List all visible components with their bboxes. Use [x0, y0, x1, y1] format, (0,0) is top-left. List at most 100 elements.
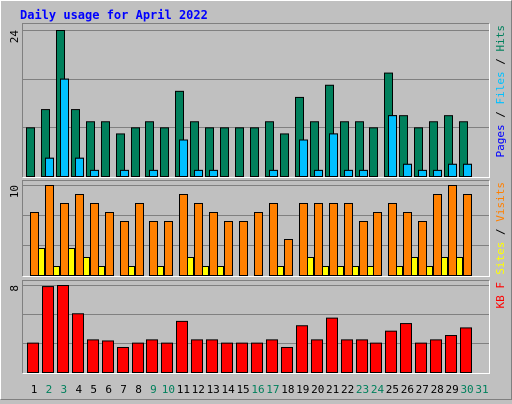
bar	[341, 339, 353, 373]
bar	[98, 266, 105, 276]
x-tick-label: 12	[192, 383, 205, 396]
bar	[221, 342, 233, 374]
bar	[445, 335, 457, 373]
bar	[456, 257, 463, 276]
legend-separator	[494, 105, 507, 112]
bar	[26, 127, 35, 178]
bar	[311, 339, 323, 373]
bar	[322, 266, 329, 276]
bar	[344, 169, 353, 178]
bar	[355, 121, 364, 177]
bar	[385, 330, 397, 373]
bar	[250, 127, 259, 178]
panel-bevel-light	[22, 23, 490, 178]
x-tick-label: 30	[460, 383, 473, 396]
bar	[418, 221, 427, 276]
x-tick-label: 27	[416, 383, 429, 396]
x-tick-label: 21	[326, 383, 339, 396]
bar	[411, 257, 418, 276]
bar	[128, 266, 135, 276]
bar	[369, 127, 378, 178]
legend-separator	[494, 235, 507, 242]
bar	[448, 163, 457, 177]
panel-bevel-light	[22, 280, 490, 374]
bar	[418, 169, 427, 178]
bar	[145, 121, 154, 177]
bar	[314, 169, 323, 178]
bar	[57, 285, 69, 373]
x-tick-label: 25	[386, 383, 399, 396]
x-tick-label: 16	[251, 383, 264, 396]
x-tick-label: 2	[46, 383, 53, 396]
x-tick-label: 5	[90, 383, 97, 396]
bar	[329, 133, 338, 178]
legend-separator	[494, 118, 507, 125]
bar	[209, 212, 218, 276]
bar	[352, 266, 359, 276]
bar	[132, 342, 144, 374]
bar	[131, 127, 140, 178]
bar	[299, 203, 308, 276]
legend-separator: /	[494, 58, 507, 65]
bar	[160, 127, 169, 178]
bar	[403, 212, 412, 276]
legend-entry: Visits	[494, 182, 507, 222]
x-tick-label: 11	[177, 383, 190, 396]
bar	[266, 339, 278, 373]
panel-bevel-dark	[22, 23, 490, 178]
bar	[217, 266, 224, 276]
bar	[370, 342, 382, 374]
bar	[463, 194, 472, 276]
x-tick-label: 9	[150, 383, 157, 396]
bar	[236, 342, 248, 374]
x-tick-label: 3	[61, 383, 68, 396]
x-tick-label: 31	[475, 383, 488, 396]
legend: Pages / Files / Hits	[494, 25, 507, 158]
bar	[83, 257, 90, 276]
bar	[90, 203, 99, 276]
legend: KB F	[494, 282, 507, 309]
legend-separator: /	[494, 228, 507, 235]
x-tick-label: 28	[431, 383, 444, 396]
bar	[277, 266, 284, 276]
bar	[296, 325, 308, 373]
x-tick-label: 22	[341, 383, 354, 396]
bar	[441, 257, 448, 276]
bar	[176, 320, 188, 374]
bar	[220, 127, 229, 178]
bar	[27, 342, 39, 374]
bar	[429, 121, 438, 177]
x-tick-label: 4	[75, 383, 82, 396]
bar	[414, 127, 423, 178]
bar	[149, 221, 158, 276]
legend-separator: /	[494, 111, 507, 118]
bar	[75, 194, 84, 276]
bar	[38, 248, 45, 276]
x-tick-label: 19	[296, 383, 309, 396]
bar	[42, 286, 54, 373]
x-tick-label: 13	[207, 383, 220, 396]
bar	[45, 185, 54, 276]
bar	[239, 221, 248, 276]
bar	[194, 169, 203, 178]
bar	[433, 194, 442, 276]
bar	[179, 139, 188, 177]
legend-separator	[494, 222, 507, 229]
legend-entry: Files	[494, 71, 507, 104]
bar	[359, 221, 368, 276]
bar	[359, 169, 368, 178]
x-tick-label: 18	[281, 383, 294, 396]
legend-separator	[494, 65, 507, 72]
x-tick-label: 29	[446, 383, 459, 396]
bar	[310, 121, 319, 177]
bar	[149, 169, 158, 178]
x-tick-label: 17	[266, 383, 279, 396]
bar	[194, 203, 203, 276]
bar	[117, 346, 129, 373]
x-tick-label: 1	[31, 383, 38, 396]
x-tick-label: 26	[401, 383, 414, 396]
bar	[60, 78, 69, 177]
y-tick-label: 24	[8, 30, 21, 44]
bar	[209, 169, 218, 178]
